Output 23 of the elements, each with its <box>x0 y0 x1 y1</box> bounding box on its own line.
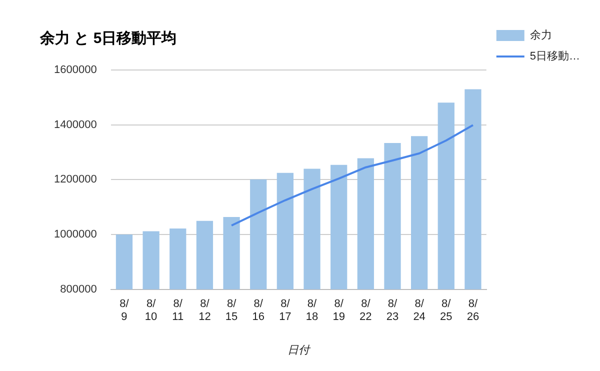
x-axis-title: 日付 <box>288 344 312 356</box>
x-tick-label: 8/19 <box>332 298 345 324</box>
x-tick-label: 8/17 <box>279 298 292 324</box>
x-tick-label: 8/18 <box>306 298 318 324</box>
y-tick-label: 800000 <box>60 283 97 296</box>
x-tick-label: 8/23 <box>386 298 399 324</box>
x-tick-label: 8/26 <box>466 298 480 324</box>
y-tick-label: 1600000 <box>54 64 97 76</box>
x-tick-label: 8/25 <box>440 298 452 324</box>
y-tick-label: 1400000 <box>54 118 97 131</box>
x-tick-label: 8/15 <box>225 298 238 324</box>
legend-label: 5日移動… <box>530 50 580 63</box>
x-tick-label: 8/12 <box>198 298 211 324</box>
y-tick-label: 1000000 <box>54 228 97 241</box>
x-tick-label: 8/11 <box>172 298 184 324</box>
x-tick-label: 8/9 <box>120 298 130 324</box>
y-tick-label: 1200000 <box>54 174 97 186</box>
legend-label: 余力 <box>530 28 552 42</box>
x-tick-label: 8/10 <box>144 298 158 324</box>
x-tick-label: 8/16 <box>252 298 264 324</box>
x-tick-label: 8/24 <box>413 298 426 324</box>
x-tick-label: 8/22 <box>360 298 372 324</box>
chart-title: 余力 と 5日移動平均 <box>39 30 177 48</box>
